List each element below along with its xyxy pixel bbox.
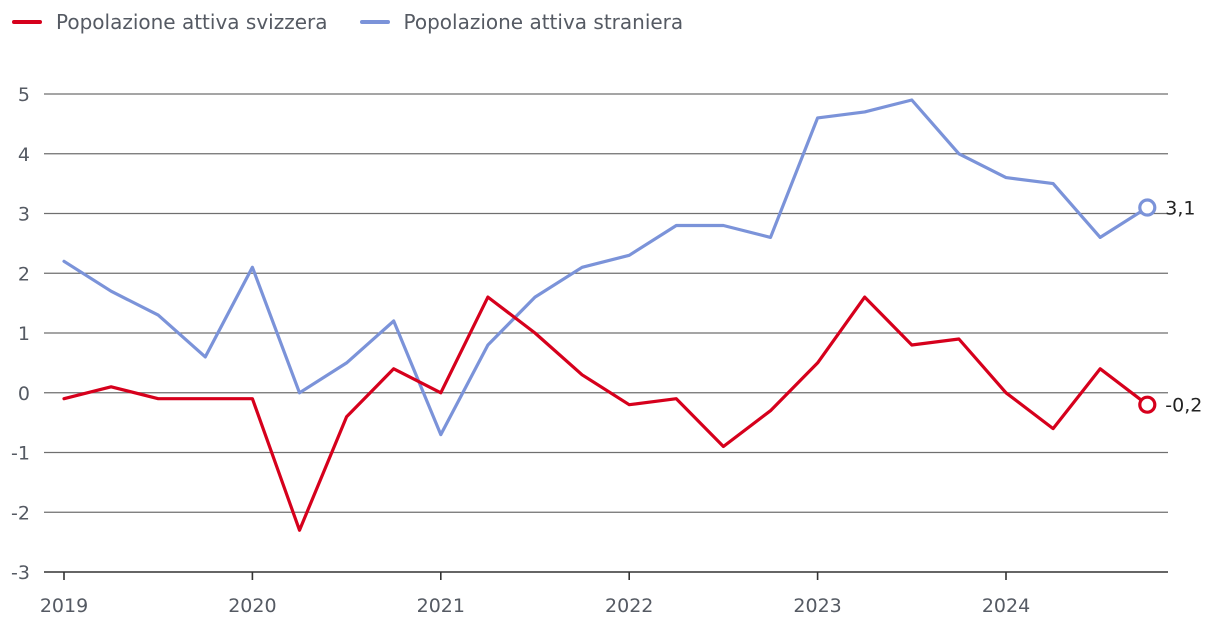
legend-label-foreign: Popolazione attiva straniera bbox=[403, 10, 684, 34]
end-markers: 3,1 -0,2 bbox=[1138, 198, 1202, 417]
y-tick-label: -2 bbox=[11, 502, 30, 524]
y-tick-label: -1 bbox=[11, 443, 30, 465]
x-tick-label: 2020 bbox=[228, 595, 276, 617]
y-tick-label: 2 bbox=[18, 263, 30, 285]
legend-item-swiss[interactable]: Popolazione attiva svizzera bbox=[12, 10, 328, 34]
x-axis: 2019 2020 2021 2022 2023 2024 bbox=[40, 572, 1030, 617]
y-tick-label: 1 bbox=[18, 323, 30, 345]
x-tick-label: 2023 bbox=[793, 595, 841, 617]
y-tick-label: 4 bbox=[18, 144, 30, 166]
y-axis-ticks: 5 4 3 2 1 0 -1 -2 -3 bbox=[11, 84, 30, 584]
series-lines bbox=[62, 98, 1149, 532]
y-tick-label: -3 bbox=[11, 562, 30, 584]
series-line-0 bbox=[62, 295, 1149, 532]
x-tick-label: 2019 bbox=[40, 595, 88, 617]
end-point-marker-0 bbox=[1138, 395, 1157, 414]
series-line-1 bbox=[62, 98, 1149, 437]
x-tick-label: 2024 bbox=[982, 595, 1030, 617]
legend-label-swiss: Popolazione attiva svizzera bbox=[56, 10, 328, 34]
grid-lines bbox=[44, 93, 1168, 573]
legend-item-foreign[interactable]: Popolazione attiva straniera bbox=[359, 10, 684, 34]
end-point-marker-1 bbox=[1138, 198, 1157, 217]
x-tick-label: 2021 bbox=[417, 595, 465, 617]
legend-swatch-foreign bbox=[359, 20, 390, 24]
y-tick-label: 3 bbox=[18, 204, 30, 226]
y-tick-label: 0 bbox=[18, 383, 30, 405]
x-tick-label: 2022 bbox=[605, 595, 653, 617]
chart-legend: Popolazione attiva svizzera Popolazione … bbox=[12, 10, 683, 34]
end-value-label-0: -0,2 bbox=[1165, 395, 1202, 417]
y-tick-label: 5 bbox=[18, 84, 30, 106]
legend-swatch-swiss bbox=[12, 20, 42, 24]
end-value-label-1: 3,1 bbox=[1165, 198, 1195, 220]
